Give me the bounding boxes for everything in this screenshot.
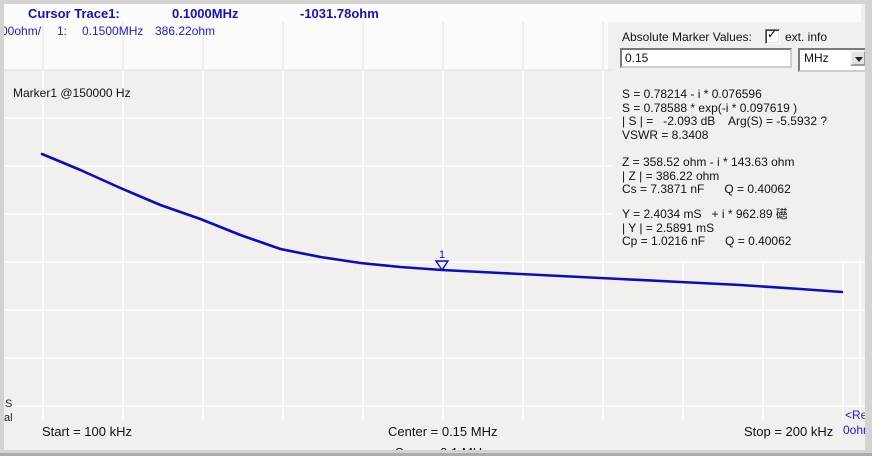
marker-frequency-input[interactable] [620,48,792,68]
axis-start-label: Start = 100 kHz [42,424,132,439]
y-line: Y = 2.4034 mS + i * 962.89 礠 [622,207,788,221]
cs-q-line: Cs = 7.3871 nF Q = 0.40062 [622,182,791,197]
ref-label-line2: 0ohm [843,423,865,437]
cursor-value: -1031.78ohm [300,6,379,21]
left-clipped-label-1: S [5,398,13,410]
panel-title: Absolute Marker Values: [622,30,752,44]
marker-annotation: Marker1 @150000 Hz [13,86,131,100]
axis-center-label: Center = 0.15 MHz [388,424,498,439]
checkmark-icon: ✓ [767,27,778,41]
cursor-readout-bar: Cursor Trace1: 0.1000MHz -1031.78ohm [4,4,861,22]
unit-select-value: MHz [804,51,829,65]
ref-label-line1: <Ref [845,408,865,422]
s-mag-arg-line: | S | = -2.093 dB Arg(S) = -5.5932 ? [622,114,828,129]
s-parameter-block: S = 0.78214 - i * 0.076596 S = 0.78588 *… [622,87,828,142]
marker-index-label: 1: [57,24,68,38]
scale-label-clipped: 00ohm/ [4,24,42,38]
s-rect-line: S = 0.78214 - i * 0.076596 [622,87,762,101]
content-area: Cursor Trace1: 0.1000MHz -1031.78ohm 1 0… [4,4,865,450]
marker-value-label: 386.22ohm [155,24,216,38]
unit-select-dropdown-button[interactable] [850,50,865,66]
cursor-label: Cursor Trace1: [28,6,120,21]
cursor-frequency: 0.1000MHz [172,6,239,21]
marker-values-panel: Absolute Marker Values: ✓ ext. info MHz … [612,22,865,260]
y-mag-line: | Y | = 2.5891 mS [622,220,715,235]
admittance-block: Y = 2.4034 mS + i * 962.89 礠 | Y | = 2.5… [622,207,792,249]
marker-frequency-label: 0.1500MHz [82,24,144,38]
marker-1-triangle-icon[interactable] [434,260,450,272]
s-polar-line: S = 0.78588 * exp(-i * 0.097619 ) [622,100,798,115]
marker-1-number-label: 1 [439,249,445,261]
cp-q-line: Cp = 1.0216 nF Q = 0.40062 [622,234,792,249]
unit-select[interactable]: MHz [798,48,865,72]
axis-stop-label: Stop = 200 kHz [744,424,834,439]
vswr-line: VSWR = 8.3408 [622,127,709,142]
z-mag-line: | Z | = 386.22 ohm [622,168,720,183]
ext-info-checkbox[interactable]: ✓ [765,27,780,44]
ext-info-label: ext. info [785,30,828,44]
impedance-block: Z = 358.52 ohm - i * 143.63 ohm | Z | = … [622,155,795,197]
left-clipped-label-2: al [4,412,13,424]
z-line: Z = 358.52 ohm - i * 143.63 ohm [622,155,795,169]
chevron-down-icon [855,57,863,62]
axis-span-label-clipped: Span = 0.1 MHz [395,445,489,450]
